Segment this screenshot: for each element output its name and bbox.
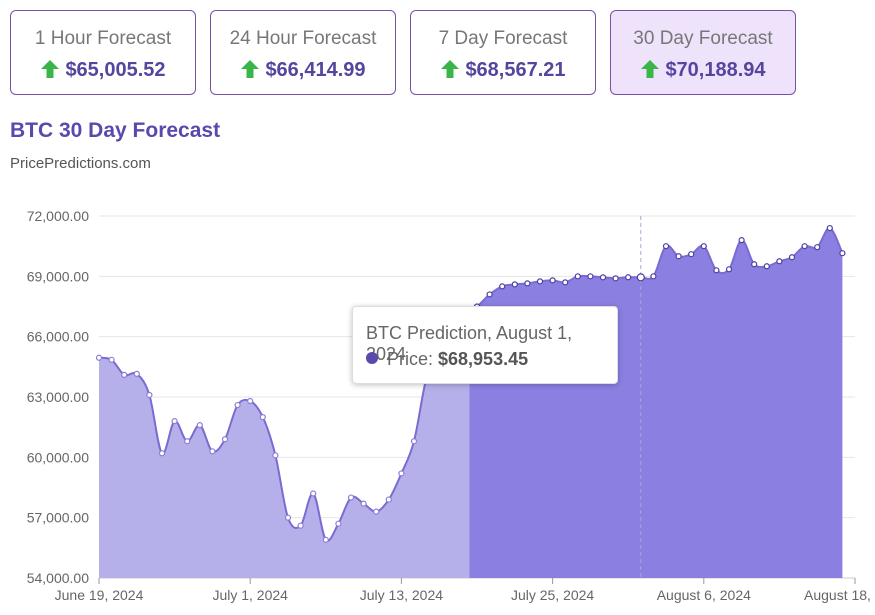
forecast-point: [574, 273, 581, 280]
forecast-point: [612, 275, 619, 282]
forecast-point: [599, 274, 607, 281]
forecast-point: [713, 267, 720, 274]
historical-point: [146, 391, 153, 399]
forecast-point: [511, 281, 518, 288]
historical-point: [385, 496, 392, 503]
forecast-point: [839, 250, 846, 257]
tab-value: $65,005.52: [65, 59, 166, 81]
y-tick-label: 57,000.00: [27, 510, 89, 526]
forecast-point: [650, 273, 657, 280]
forecast-point: [662, 243, 670, 250]
x-tick-label: June 19, 2024: [55, 587, 144, 603]
historical-point: [398, 470, 405, 477]
forecast-point: [549, 277, 556, 284]
forecast-point: [814, 244, 821, 251]
y-tick-label: 66,000.00: [27, 329, 89, 345]
historical-point: [310, 490, 317, 497]
forecast-point: [636, 273, 645, 282]
y-tick-label: 72,000.00: [27, 208, 89, 224]
historical-point: [95, 354, 103, 361]
forecast-point: [486, 291, 493, 298]
historical-point: [284, 514, 292, 521]
historical-point: [221, 436, 229, 443]
forecast-point: [751, 261, 758, 268]
forecast-point: [763, 263, 770, 270]
x-tick-label: July 25, 2024: [511, 587, 594, 603]
forecast-point: [776, 258, 783, 265]
tab-24-hour-forecast[interactable]: 24 Hour Forecast $66,414.99: [210, 10, 396, 95]
series-dot-icon: [366, 352, 378, 364]
historical-point: [272, 452, 279, 459]
historical-point: [373, 508, 380, 515]
historical-point: [234, 401, 241, 409]
x-tick-label: August 18, 2024: [804, 587, 875, 603]
arrow-up-icon: [241, 60, 260, 78]
tab-value: $66,414.99: [265, 59, 366, 81]
tab-value: $70,188.94: [665, 59, 766, 81]
x-tick-label: July 13, 2024: [360, 587, 443, 603]
forecast-point: [688, 251, 695, 258]
chart-title: BTC 30 Day Forecast: [10, 119, 221, 142]
historical-point: [297, 522, 304, 529]
forecast-point: [562, 279, 569, 286]
tab-label: 24 Hour Forecast: [229, 28, 377, 49]
historical-point: [335, 520, 342, 527]
forecast-point: [826, 224, 833, 232]
tab-label: 30 Day Forecast: [633, 28, 773, 49]
x-tick-label: August 6, 2024: [657, 587, 751, 603]
tab-1-hour-forecast[interactable]: 1 Hour Forecast $65,005.52: [10, 10, 196, 95]
historical-point: [158, 450, 166, 457]
forecast-point: [587, 273, 594, 280]
tooltip-label: Price:: [387, 349, 439, 369]
forecast-point: [788, 254, 796, 261]
historical-point: [347, 494, 355, 501]
forecast-point: [625, 274, 632, 281]
historical-point: [121, 371, 128, 378]
historical-point: [171, 418, 178, 425]
forecast-point: [738, 237, 745, 244]
historical-point: [322, 536, 329, 543]
forecast-point: [801, 243, 808, 250]
historical-point: [108, 356, 115, 363]
historical-area: [99, 309, 470, 578]
arrow-up-icon: [441, 60, 460, 78]
forecast-point: [700, 243, 707, 250]
historical-point: [209, 448, 216, 455]
y-tick-label: 69,000.00: [27, 268, 89, 284]
forecast-point: [725, 266, 733, 273]
arrow-up-icon: [41, 60, 60, 78]
tab-value: $68,567.21: [465, 59, 566, 81]
arrow-up-icon: [641, 60, 660, 78]
forecast-point: [536, 278, 544, 285]
historical-point: [196, 422, 203, 429]
tooltip-value: $68,953.45: [438, 349, 529, 369]
tab-label: 7 Day Forecast: [438, 28, 568, 49]
tab-label: 1 Hour Forecast: [34, 28, 172, 49]
tab-30-day-forecast[interactable]: 30 Day Forecast $70,188.94: [610, 10, 796, 95]
historical-point: [184, 438, 191, 445]
chart-tooltip: BTC Prediction, August 1, 2024 Price: $6…: [352, 306, 618, 384]
forecast-point: [524, 280, 531, 287]
chart-source: PricePredictions.com: [10, 155, 151, 172]
historical-point: [360, 500, 367, 507]
historical-point: [133, 370, 140, 377]
tab-7-day-forecast[interactable]: 7 Day Forecast $68,567.21: [410, 10, 596, 95]
historical-point: [259, 414, 266, 421]
historical-point: [247, 397, 254, 405]
y-tick-label: 54,000.00: [27, 570, 89, 586]
x-tick-label: July 1, 2024: [212, 587, 288, 603]
forecast-point: [675, 253, 682, 260]
y-tick-label: 60,000.00: [27, 449, 89, 465]
historical-point: [410, 438, 418, 445]
forecast-point: [499, 283, 506, 290]
y-tick-label: 63,000.00: [27, 389, 89, 405]
